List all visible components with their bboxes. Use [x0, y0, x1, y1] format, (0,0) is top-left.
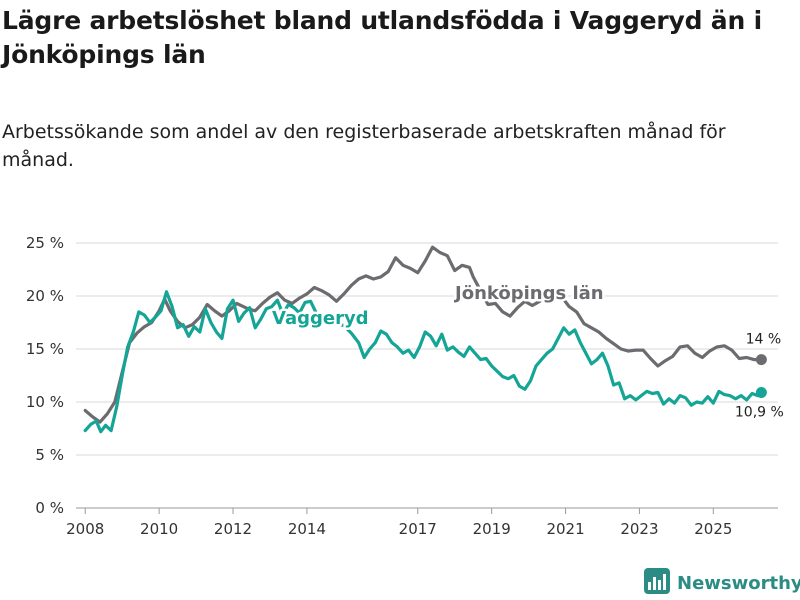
- y-tick-label: 20 %: [26, 287, 64, 305]
- end-point-vaggeryd: [755, 386, 767, 398]
- y-tick-label: 0 %: [35, 499, 64, 517]
- x-tick-label: 2025: [694, 520, 732, 538]
- x-tick-label: 2010: [140, 520, 178, 538]
- page-subtitle: Arbetssökande som andel av den registerb…: [2, 121, 726, 171]
- y-tick-label: 5 %: [35, 446, 64, 464]
- series-label-jonkoping: Jönköpings län: [453, 283, 604, 304]
- grid-layer: [76, 242, 778, 509]
- x-tick-label: 2021: [546, 520, 584, 538]
- x-tick-label: 2014: [288, 520, 326, 538]
- y-tick-label: 10 %: [26, 393, 64, 411]
- page-title: Lägre arbetslöshet bland utlandsfödda i …: [2, 6, 762, 69]
- axis-layer: 0 % 5 % 10 % 15 % 20 % 25 % 2008 2010 2012 2014 20…: [26, 234, 733, 538]
- series-line-vaggeryd: [83, 290, 763, 434]
- x-tick-label: 2012: [214, 520, 252, 538]
- end-label-jonkoping: 14 %: [746, 332, 782, 348]
- x-tick-label: 2008: [66, 520, 104, 538]
- brand-name[interactable]: Newsworthy: [677, 572, 800, 594]
- newsworthy-logo-icon: [643, 567, 671, 599]
- series-layer: [83, 245, 767, 434]
- x-tick-label: 2023: [620, 520, 658, 538]
- y-tick-label: 25 %: [26, 234, 64, 252]
- y-tick-label: 15 %: [26, 340, 64, 358]
- label-layer: 14 % 10,9 % Jönköpings län Vaggeryd: [270, 281, 784, 421]
- series-label-vaggeryd: Vaggeryd: [272, 308, 369, 329]
- x-tick-label: 2017: [399, 520, 437, 538]
- x-tick-label: 2019: [473, 520, 511, 538]
- end-point-jonkoping: [755, 354, 767, 366]
- brand[interactable]: Newsworthy: [643, 568, 800, 598]
- end-label-vaggeryd: 10,9 %: [735, 404, 784, 420]
- series-line-jonkoping: [83, 245, 763, 424]
